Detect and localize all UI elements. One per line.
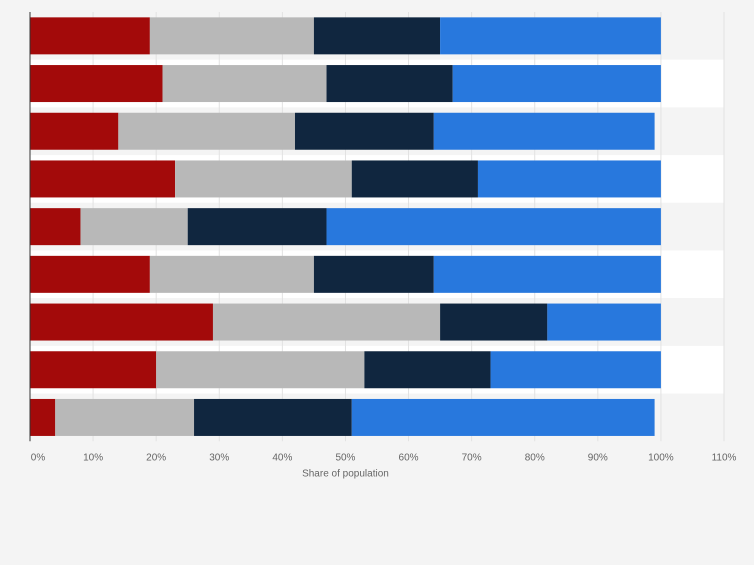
bar-segment-3 [440, 303, 548, 341]
x-tick-label: 0% [31, 452, 46, 463]
bar-segment-4 [547, 303, 661, 341]
bar-segment-2 [175, 160, 352, 198]
bar-segment-2 [212, 303, 441, 341]
x-tick-label: 20% [146, 452, 166, 463]
bar-segment-3 [313, 17, 441, 55]
x-axis-ticks: 0% 10% 20% 30% 40% 50% 60% 70% 80% 90% 100% 110% [31, 452, 737, 463]
x-tick-label: 60% [399, 452, 419, 463]
bar-segment-3 [313, 255, 434, 293]
bar-segment-2 [80, 208, 188, 246]
bar-segment-1 [30, 112, 119, 150]
x-tick-label: 90% [588, 452, 608, 463]
bar-segment-1 [30, 160, 176, 198]
bars [30, 17, 661, 436]
bar-segment-4 [477, 160, 661, 198]
bar-segment-1 [30, 255, 150, 293]
bar-segment-4 [433, 112, 655, 150]
x-axis-title: Share of population [302, 468, 389, 479]
bar-segment-2 [118, 112, 295, 150]
bar-segment-2 [149, 255, 314, 293]
bar-segment-3 [294, 112, 434, 150]
bar-segment-1 [30, 303, 213, 341]
bar-segment-1 [30, 398, 56, 436]
x-tick-label: 50% [335, 452, 355, 463]
bar-segment-1 [30, 17, 150, 55]
x-tick-label: 80% [525, 452, 545, 463]
bar-segment-4 [351, 398, 655, 436]
bar-segment-3 [351, 160, 478, 198]
bar-segment-4 [433, 255, 661, 293]
bar-segment-2 [162, 65, 327, 103]
bar-segment-3 [364, 351, 491, 389]
bar-segment-1 [30, 351, 157, 389]
bar-segment-4 [326, 208, 661, 246]
bar-segment-3 [187, 208, 327, 246]
x-tick-label: 100% [648, 452, 674, 463]
bar-segment-2 [149, 17, 314, 55]
x-tick-label: 10% [83, 452, 103, 463]
bar-segment-1 [30, 208, 81, 246]
bar-segment-2 [55, 398, 195, 436]
bar-segment-3 [326, 65, 453, 103]
bar-segment-4 [440, 17, 661, 55]
bar-segment-4 [452, 65, 661, 103]
bar-segment-3 [194, 398, 352, 436]
bar-segment-4 [490, 351, 661, 389]
bar-segment-1 [30, 65, 163, 103]
x-tick-label: 40% [272, 452, 292, 463]
x-tick-label: 70% [462, 452, 482, 463]
x-tick-label: 30% [209, 452, 229, 463]
bar-segment-2 [156, 351, 365, 389]
x-tick-label: 110% [712, 452, 737, 463]
